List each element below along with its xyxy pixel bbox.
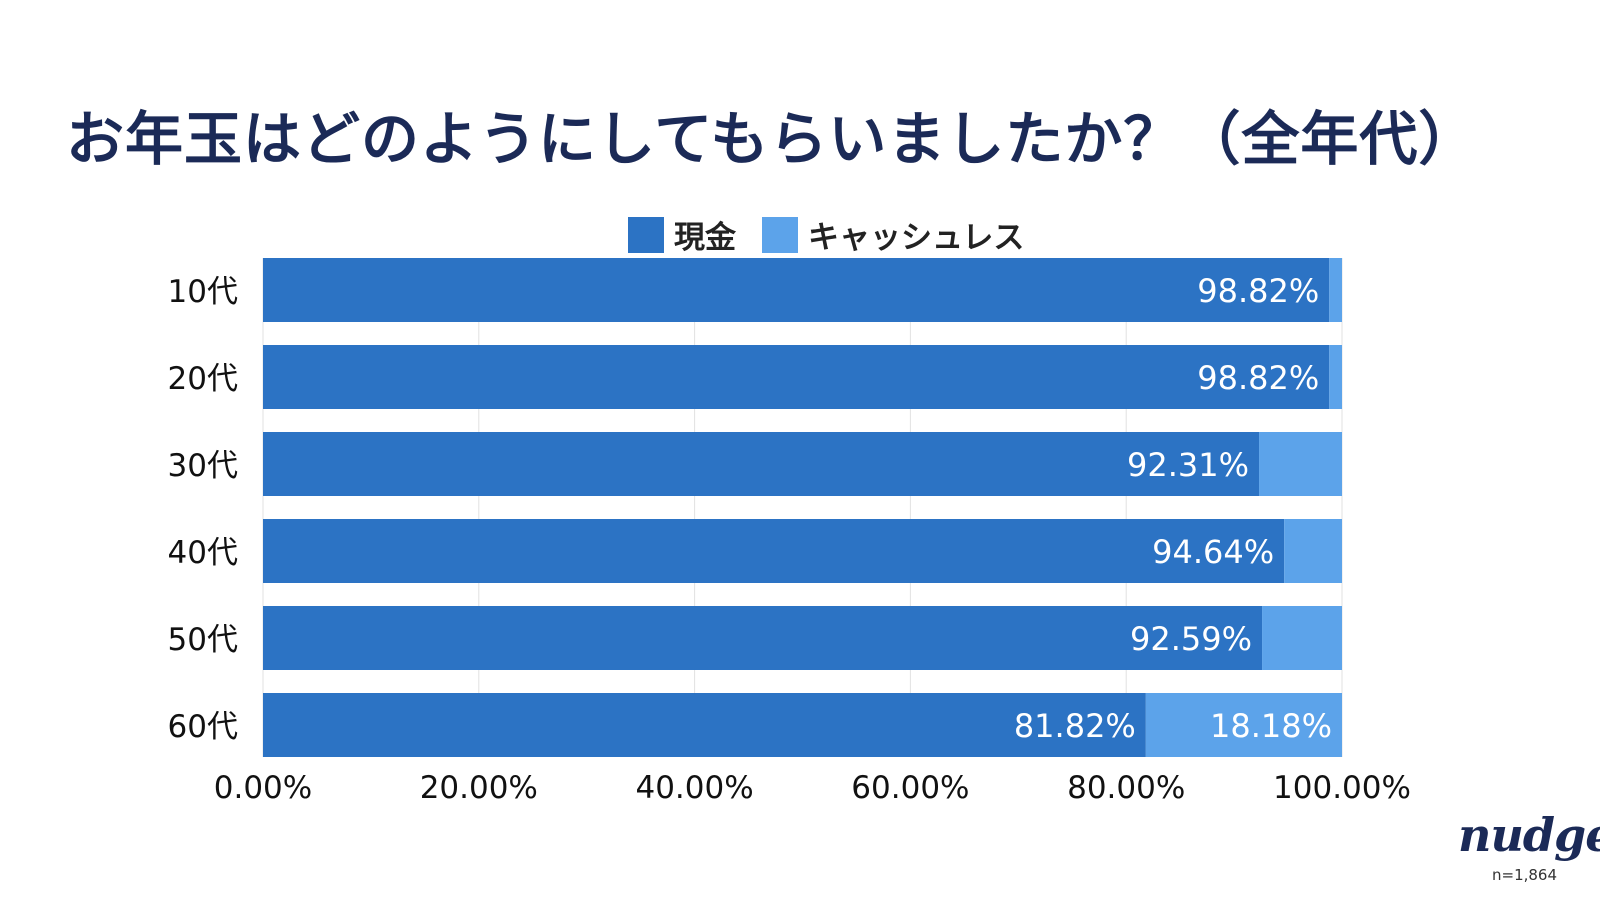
data-label-cash: 92.31%	[1127, 446, 1249, 484]
chart-title: お年玉はどのようにしてもらいましたか？（全年代）	[66, 105, 1478, 173]
bar-cashless	[1145, 693, 1342, 757]
bar-cashless	[1262, 606, 1342, 670]
data-label-cash: 98.82%	[1197, 272, 1319, 310]
category-label: 30代	[168, 448, 238, 484]
bar-cash	[263, 258, 1330, 322]
category-label: 60代	[168, 709, 238, 745]
category-label: 50代	[168, 622, 238, 658]
x-tick-label: 20.00%	[420, 770, 538, 806]
data-label-cashless: 18.18%	[1210, 707, 1332, 745]
bar-cash	[263, 606, 1263, 670]
data-label-cash: 94.64%	[1152, 533, 1274, 571]
x-tick-label: 60.00%	[851, 770, 969, 806]
category-label: 10代	[168, 274, 238, 310]
bar-cash	[263, 345, 1330, 409]
x-tick-label: 80.00%	[1067, 770, 1185, 806]
legend-label-cash: 現金	[674, 220, 736, 256]
sample-size: n=1,864	[1492, 866, 1558, 884]
legend: 現金 キャッシュレス	[628, 212, 1024, 257]
legend-swatch-cash	[628, 216, 664, 253]
bar-cash	[263, 693, 1146, 757]
bar-cashless	[1329, 258, 1342, 322]
legend-item-cash: 現金	[628, 212, 736, 257]
bar-cashless	[1259, 432, 1342, 496]
x-tick-label: 0.00%	[214, 770, 312, 806]
bar-cashless	[1329, 345, 1342, 409]
category-label: 40代	[168, 535, 238, 571]
nudge-logo: nudge	[1458, 808, 1600, 862]
legend-item-cashless: キャッシュレス	[762, 212, 1024, 257]
x-tick-label: 100.00%	[1273, 770, 1411, 806]
legend-label-cashless: キャッシュレス	[808, 220, 1025, 256]
category-label: 20代	[168, 361, 238, 397]
data-label-cash: 98.82%	[1197, 359, 1319, 397]
bar-cash	[263, 432, 1260, 496]
x-tick-label: 40.00%	[635, 770, 753, 806]
data-label-cash: 92.59%	[1130, 620, 1252, 658]
bar-cashless	[1284, 519, 1342, 583]
bar-cash	[263, 519, 1285, 583]
legend-swatch-cashless	[762, 216, 798, 253]
data-label-cash: 81.82%	[1014, 707, 1136, 745]
